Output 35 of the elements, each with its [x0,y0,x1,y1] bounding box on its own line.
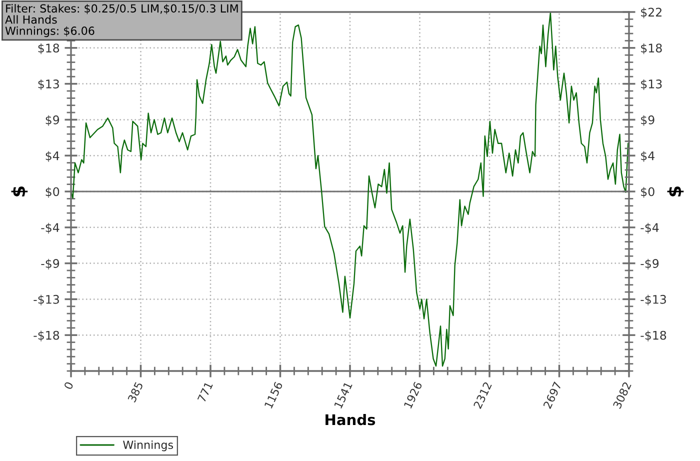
legend-label: Winnings [123,440,174,452]
y-axis-title: $ [11,186,28,196]
y2-tick-label: $18 [641,43,662,54]
y2-tick-label: $13 [641,79,662,90]
y2-tick-label: -$4 [640,222,659,234]
y-tick-label: -$9 [41,258,60,270]
y-tick-label: $0 [46,187,60,198]
y2-tick-label: $9 [641,115,654,126]
x-tick-label: 0 [64,381,74,390]
x-tick-label: 3082 [612,382,632,410]
y-tick-label: -$13 [34,294,59,306]
y2-tick-label: -$13 [640,294,666,306]
annotation: Winnings: $6.06 [5,26,94,38]
chart-title: Filter: Stakes: $0.25/0.5 LIM,$0.15/0.3 LIM [6,4,238,14]
y-tick-label: $13 [38,79,59,90]
x-tick-label: 1156 [264,381,283,409]
y2-tick-label: $0 [641,187,654,198]
chart-subtitle: All Hands [5,15,57,24]
y-tick-label: $9 [46,115,60,126]
y-tick-label: -$18 [34,330,60,342]
x-tick-label: 385 [127,381,144,403]
y2-tick-label: -$9 [640,258,659,270]
y-tick-label: $18 [38,43,60,54]
y-tick-label: -$4 [41,222,60,234]
y2-tick-label: $4 [641,151,654,162]
x-axis-title: Hands [326,414,376,426]
y2-tick-label: $22 [641,8,662,18]
x-tick-label: 771 [197,382,213,402]
x-tick-label: 2697 [542,381,562,410]
x-tick-label: 1541 [334,382,352,409]
x-tick-label: 2312 [473,382,492,410]
y-tick-label: $4 [46,151,60,162]
y2-axis-title: $ [667,186,684,196]
y2-tick-label: -$18 [640,330,666,342]
x-tick-label: 1926 [404,381,422,409]
